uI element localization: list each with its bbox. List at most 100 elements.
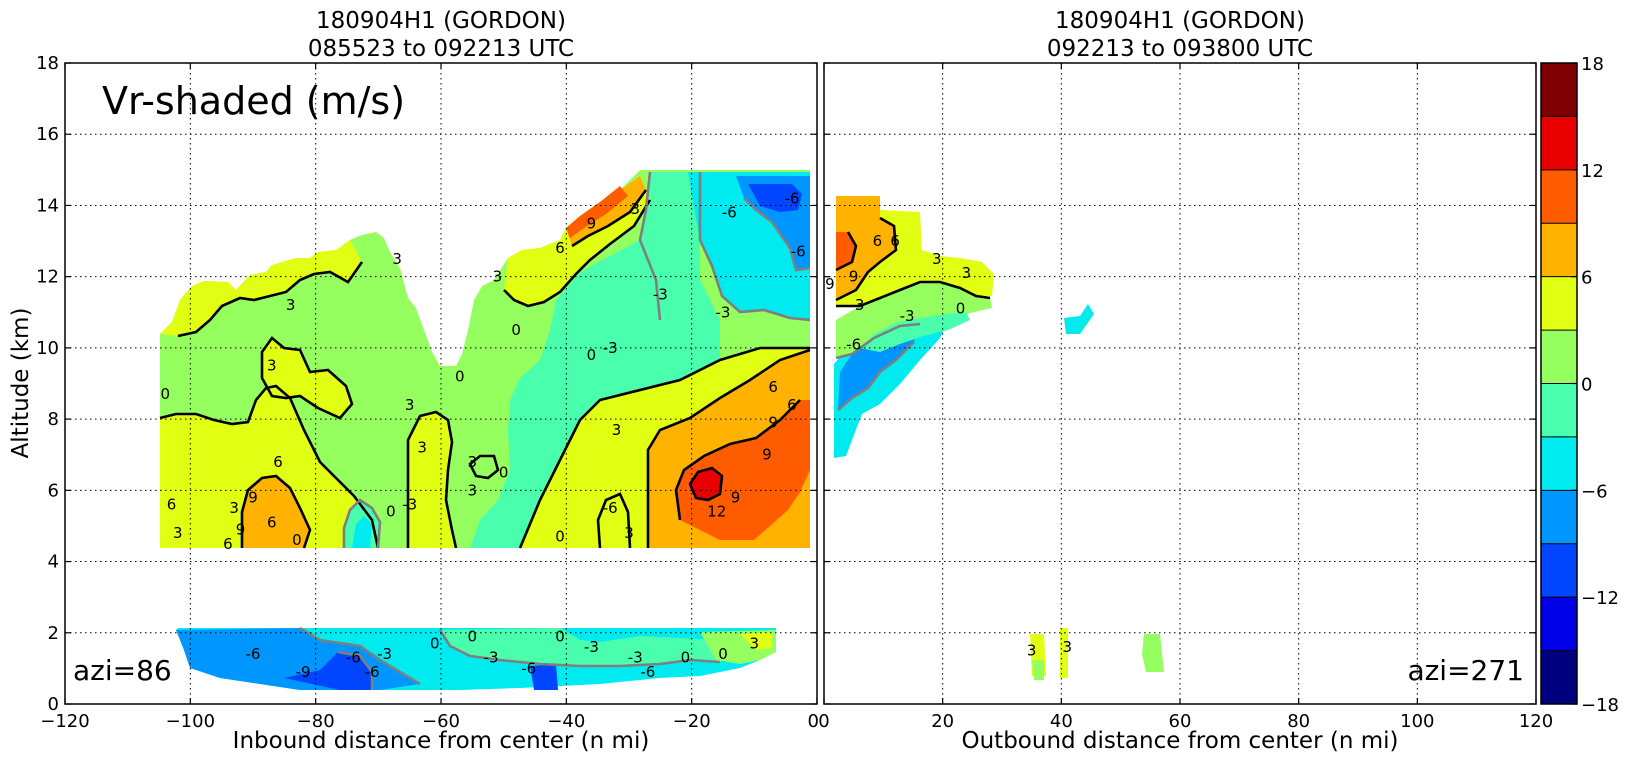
- inbound-contour-label: 0: [718, 645, 728, 663]
- inbound-contour-label: 6: [555, 239, 565, 257]
- inbound-xtick-label: −120: [40, 711, 89, 732]
- shade-r-blob4: [1064, 304, 1094, 334]
- colorbar-swatch: [1541, 597, 1577, 651]
- contours-gray-right: [835, 322, 921, 411]
- shade-yellow-col: [408, 412, 456, 548]
- inbound-contour-label: -3: [584, 638, 599, 656]
- inbound-contour-label: 3: [173, 524, 183, 542]
- colorbar-swatch: [1541, 276, 1577, 331]
- shade-dblue-right: [748, 184, 802, 212]
- inbound-contour-label: 3: [612, 421, 622, 439]
- outbound-contour-label: 9: [825, 275, 835, 293]
- outbound-contour-label: 0: [956, 300, 966, 318]
- inbound-contour-label: 9: [587, 214, 597, 232]
- colorbar-swatch: [1541, 63, 1577, 117]
- inbound-contour-label: -6: [246, 645, 261, 663]
- inbound-contour-label: -3: [716, 303, 731, 321]
- inbound-contour-label: 3: [468, 453, 478, 471]
- outbound-shading: [834, 196, 1164, 680]
- inbound-xtick-label: −60: [422, 711, 460, 732]
- shade-r-redorange: [836, 232, 856, 270]
- shade-red-core: [690, 468, 722, 500]
- shade-r-aqua: [860, 312, 970, 352]
- colorbar-swatch: [1541, 169, 1577, 224]
- colorbar-swatch: [1541, 330, 1577, 384]
- inbound-contour-label: 6: [223, 535, 233, 553]
- ytick-label: 12: [36, 267, 59, 288]
- inbound-contour-label: -3: [653, 285, 668, 303]
- inbound-contour-label: 6: [273, 453, 283, 471]
- colorbar-tick-label: 12: [1581, 161, 1604, 182]
- shade-red-upper-right: [566, 186, 628, 238]
- inbound-contour-label: -6: [791, 243, 806, 261]
- inbound-contour-label: 0: [587, 346, 597, 364]
- right-title-line1: 180904H1 (GORDON): [1055, 8, 1305, 34]
- colorbar-tick-label: −6: [1581, 481, 1608, 502]
- inbound-contour-label: 3: [229, 499, 239, 517]
- shade-yellow-top: [160, 240, 362, 336]
- inbound-contour-label: 9: [236, 521, 246, 539]
- outbound-xtick-label: 100: [1400, 711, 1434, 732]
- inbound-contour-label: 0: [499, 464, 509, 482]
- inbound-contour-label: -6: [603, 499, 618, 517]
- ytick-label: 18: [36, 53, 59, 74]
- inbound-contour-label: -6: [346, 649, 361, 667]
- inbound-contour-label: 9: [248, 488, 258, 506]
- ytick-label: 8: [48, 409, 59, 430]
- shade-redorange-core: [676, 400, 810, 540]
- inbound-contour-label: -3: [377, 645, 392, 663]
- outbound-contour-label: 3: [1027, 642, 1037, 660]
- colorbar-tick-label: 6: [1581, 268, 1592, 289]
- inbound-contour-label: 0: [681, 649, 691, 667]
- inbound-contour-label: -6: [521, 659, 536, 677]
- inbound-contour-label: 0: [468, 627, 478, 645]
- inbound-contour-label: 3: [750, 634, 760, 652]
- shade-yellow-mid: [262, 338, 352, 418]
- shade-r-orange: [836, 196, 896, 300]
- colorbar-tick-label: 18: [1581, 54, 1604, 75]
- contours-black-right: [835, 216, 991, 308]
- inbound-contour-label: 3: [267, 357, 277, 375]
- contours-black: [159, 189, 811, 549]
- outbound-xtick-label: 40: [1050, 711, 1073, 732]
- colorbar-tick-label: −12: [1581, 588, 1619, 609]
- outbound-contour-label: 3: [1062, 638, 1072, 656]
- inbound-contour-label: -3: [402, 496, 417, 514]
- shade-lower-dblue: [284, 652, 372, 690]
- inbound-xtick-label: −40: [547, 711, 585, 732]
- inbound-contour-label: 0: [292, 531, 302, 549]
- outbound-panel: 0 20 40 60 80 100 120 6 6 3 3 9 9 3 -3 0 -6 3 3 azi=271 1…: [818, 8, 1553, 754]
- colorbar-swatch: [1541, 223, 1577, 277]
- outbound-contour-label: 9: [849, 268, 859, 286]
- inbound-contour-label: 9: [762, 446, 772, 464]
- outbound-contour-label: 6: [890, 232, 900, 250]
- inbound-contour-label: 3: [286, 296, 296, 314]
- inbound-contour-label: 12: [707, 503, 726, 521]
- inbound-contour-label: 6: [787, 396, 797, 414]
- ytick-label: 14: [36, 195, 59, 216]
- inbound-contour-label: 6: [167, 496, 177, 514]
- inbound-contour-label: -3: [484, 649, 499, 667]
- inbound-contour-label: 0: [430, 634, 440, 652]
- inbound-contour-label: 0: [455, 367, 465, 385]
- outbound-ticks: 0 20 40 60 80 100 120: [818, 62, 1553, 732]
- y-axis-label: Altitude (km): [8, 308, 34, 459]
- shade-r-blob1b: [1032, 660, 1044, 680]
- inbound-contour-label: 3: [630, 200, 640, 218]
- inbound-contour-label: -9: [296, 663, 311, 681]
- inbound-contour-label: 3: [417, 439, 427, 457]
- contours-gray: [299, 171, 811, 690]
- ytick-label: 2: [48, 623, 59, 644]
- inbound-contour-label: 9: [768, 414, 778, 432]
- colorbar-tick-label: 0: [1581, 375, 1592, 396]
- left-title-line2: 085523 to 092213 UTC: [308, 36, 574, 62]
- inbound-contour-label: 0: [160, 385, 170, 403]
- inbound-contour-label: 6: [267, 513, 277, 531]
- outbound-xtick-label: 20: [931, 711, 954, 732]
- panel-annotation: Vr-shaded (m/s): [102, 79, 405, 123]
- colorbar-swatch: [1541, 650, 1577, 704]
- colorbar: −18 −12 −6 0 6 12 18: [1540, 54, 1619, 716]
- inbound-contour-label: 3: [624, 524, 634, 542]
- inbound-contour-label: 0: [386, 503, 396, 521]
